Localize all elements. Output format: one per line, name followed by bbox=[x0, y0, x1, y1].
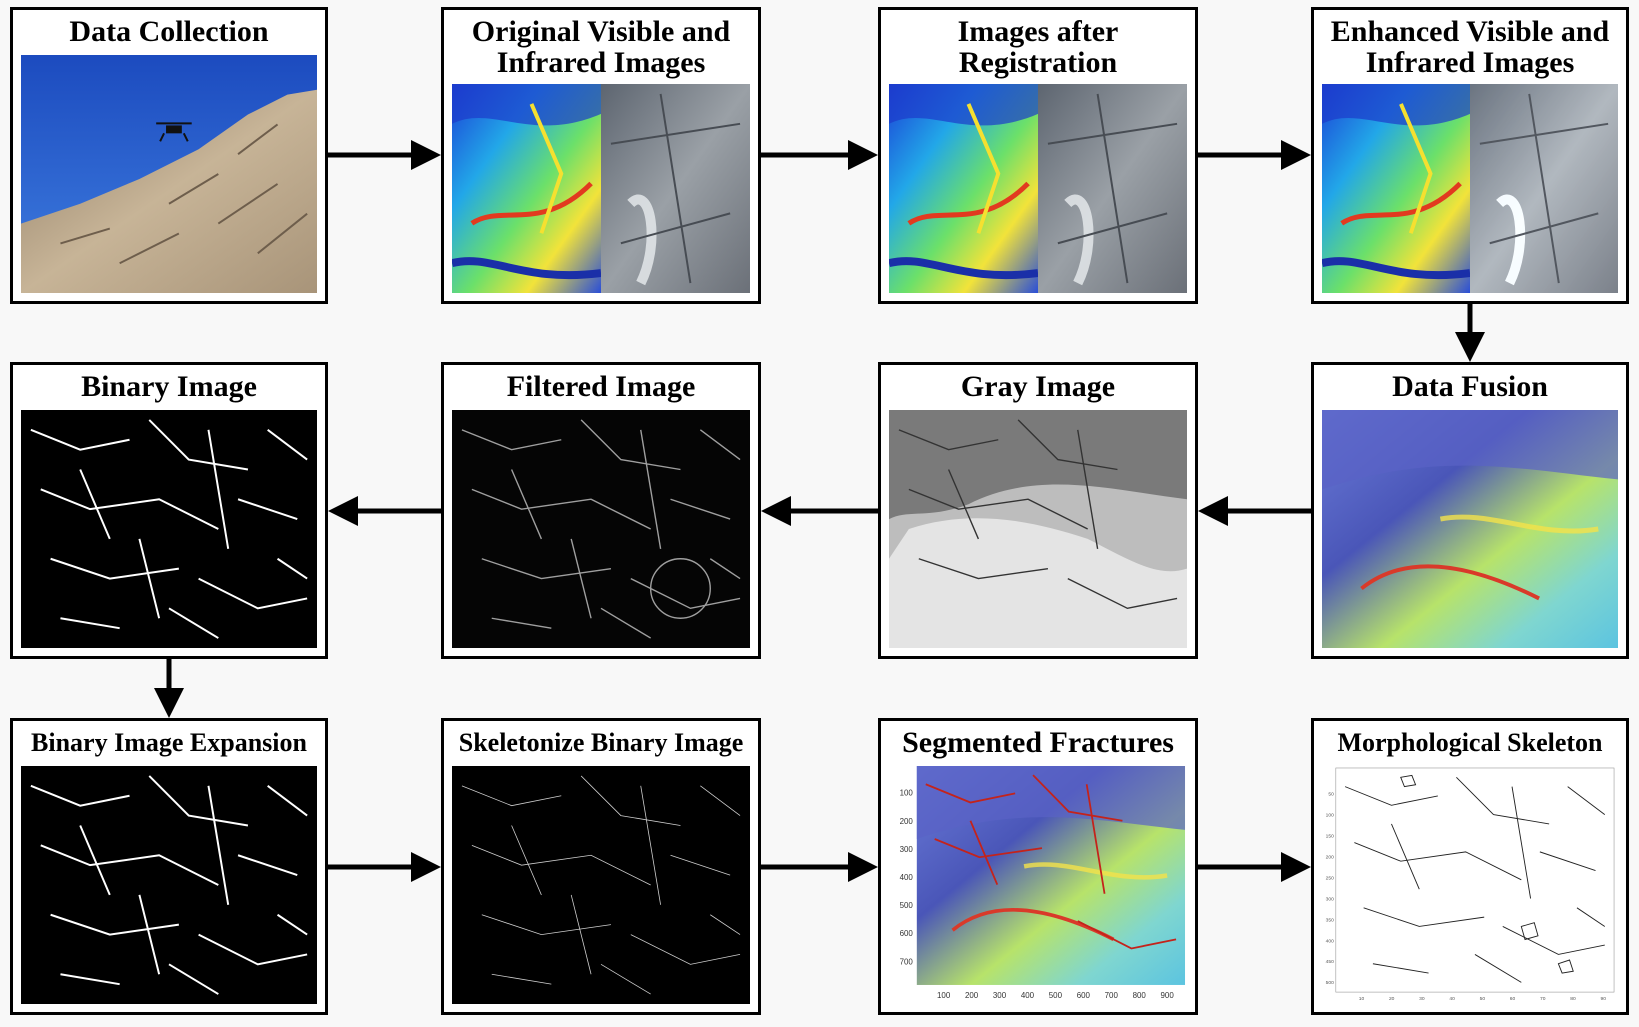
expanded-binary-image bbox=[21, 766, 317, 1004]
box-segmented-fractures: Segmented Fractures 100 200 300 400 500 600 70… bbox=[878, 718, 1198, 1015]
box-title: Enhanced Visible and Infrared Images bbox=[1330, 15, 1610, 79]
tick-label: 400 bbox=[900, 873, 914, 882]
skeleton-binary-image bbox=[452, 766, 750, 1004]
tick-label: 60 bbox=[1510, 996, 1516, 1002]
box-title: Gray Image bbox=[960, 370, 1116, 403]
tick-label: 200 bbox=[900, 817, 914, 826]
tick-label: 500 bbox=[1049, 991, 1063, 1000]
tick-label: 350 bbox=[1326, 917, 1334, 923]
box-binary-image: Binary Image bbox=[10, 362, 328, 659]
tick-label: 20 bbox=[1389, 996, 1395, 1002]
segmented-plot: 100 200 300 400 500 600 700 100 200 300 400 500 600… bbox=[889, 766, 1187, 1004]
tick-label: 300 bbox=[900, 845, 914, 854]
box-title: Binary Image bbox=[81, 370, 257, 403]
gray-image bbox=[889, 410, 1187, 648]
tick-label: 50 bbox=[1328, 792, 1334, 798]
tick-label: 250 bbox=[1326, 875, 1334, 881]
box-title: Morphological Skeleton bbox=[1337, 728, 1603, 757]
tick-label: 600 bbox=[1077, 991, 1091, 1000]
box-title: Segmented Fractures bbox=[902, 726, 1174, 759]
tick-label: 800 bbox=[1133, 991, 1147, 1000]
box-data-collection: Data Collection bbox=[10, 7, 328, 304]
box-binary-expansion: Binary Image Expansion bbox=[10, 718, 328, 1015]
tick-label: 400 bbox=[1326, 938, 1334, 944]
drone-icon bbox=[156, 122, 192, 142]
box-enhanced-images: Enhanced Visible and Infrared Images bbox=[1311, 7, 1629, 304]
drone-photo bbox=[21, 55, 317, 293]
tick-label: 30 bbox=[1419, 996, 1425, 1002]
tick-label: 700 bbox=[1105, 991, 1119, 1000]
box-title: Data Fusion bbox=[1392, 370, 1548, 403]
skeleton-plot: 50 100 150 200 250 300 350 400 450 500 10 20 30 40 50… bbox=[1322, 766, 1618, 1004]
enhanced-pair bbox=[1322, 84, 1618, 293]
y-tick-labels: 100 200 300 400 500 600 700 bbox=[900, 789, 914, 967]
tick-label: 50 bbox=[1480, 996, 1486, 1002]
tick-label: 40 bbox=[1449, 996, 1455, 1002]
box-data-fusion: Data Fusion bbox=[1311, 362, 1629, 659]
tick-label: 600 bbox=[900, 929, 914, 938]
filtered-image bbox=[452, 410, 750, 648]
tick-label: 70 bbox=[1540, 996, 1546, 1002]
box-title: Original Visible and Infrared Images bbox=[471, 15, 731, 79]
tick-label: 500 bbox=[1326, 980, 1334, 986]
tick-label: 150 bbox=[1326, 834, 1334, 840]
box-morph-skeleton: Morphological Skeleton 50 100 150 200 250 300… bbox=[1311, 718, 1629, 1015]
registered-pair bbox=[889, 84, 1187, 293]
tick-label: 900 bbox=[1161, 991, 1175, 1000]
tick-label: 400 bbox=[1021, 991, 1035, 1000]
box-gray-image: Gray Image bbox=[878, 362, 1198, 659]
box-title: Data Collection bbox=[69, 15, 269, 48]
tick-label: 300 bbox=[1326, 896, 1334, 902]
x-tick-labels: 100 200 300 400 500 600 700 800 900 bbox=[937, 991, 1174, 1000]
binary-image bbox=[21, 410, 317, 648]
tick-label: 300 bbox=[993, 991, 1007, 1000]
tick-label: 500 bbox=[900, 901, 914, 910]
box-filtered-image: Filtered Image bbox=[441, 362, 761, 659]
tick-label: 100 bbox=[900, 789, 914, 798]
tick-label: 90 bbox=[1600, 996, 1606, 1002]
tick-label: 700 bbox=[900, 957, 914, 966]
x-tick-labels: 10 20 30 40 50 60 70 80 90 bbox=[1359, 996, 1606, 1002]
tick-label: 100 bbox=[937, 991, 951, 1000]
box-title: Filtered Image bbox=[506, 370, 696, 403]
tick-label: 200 bbox=[965, 991, 979, 1000]
box-images-registration: Images after Registration bbox=[878, 7, 1198, 304]
tick-label: 10 bbox=[1359, 996, 1365, 1002]
fusion-image bbox=[1322, 410, 1618, 648]
tick-label: 450 bbox=[1326, 959, 1334, 965]
box-skeletonize: Skeletonize Binary Image bbox=[441, 718, 761, 1015]
y-tick-labels: 50 100 150 200 250 300 350 400 450 500 bbox=[1326, 792, 1334, 986]
box-title: Binary Image Expansion bbox=[31, 728, 307, 757]
tick-label: 100 bbox=[1326, 813, 1334, 819]
visible-infrared-pair bbox=[452, 84, 750, 293]
tick-label: 80 bbox=[1570, 996, 1576, 1002]
box-original-images: Original Visible and Infrared Images bbox=[441, 7, 761, 304]
box-title: Images after Registration bbox=[957, 15, 1119, 79]
tick-label: 200 bbox=[1326, 855, 1334, 861]
box-title: Skeletonize Binary Image bbox=[458, 728, 744, 757]
